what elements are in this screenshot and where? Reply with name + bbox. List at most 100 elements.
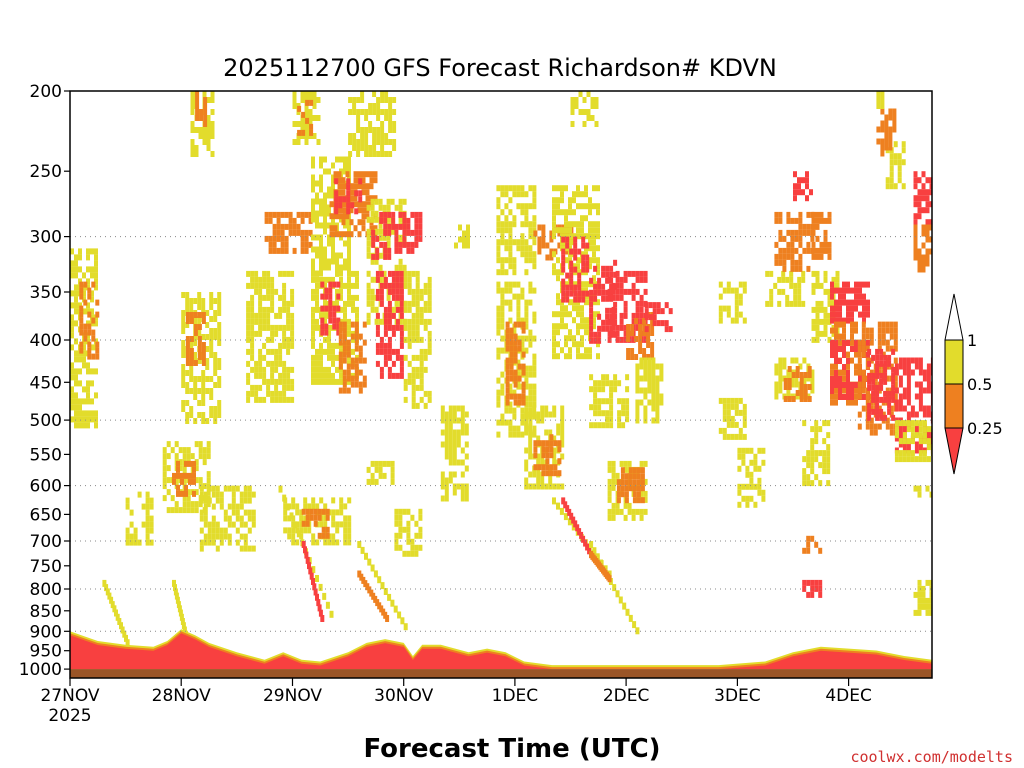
ri-cell: [580, 203, 584, 210]
ri-cell: [838, 305, 842, 312]
ri-cell: [509, 357, 514, 364]
ri-cell: [635, 369, 640, 376]
ri-cell: [288, 217, 293, 224]
ri-cell: [166, 489, 171, 496]
ri-cell: [319, 198, 323, 205]
ri-cell: [258, 312, 263, 319]
ri-cell: [913, 224, 918, 231]
ri-cell: [466, 224, 470, 231]
ri-cell: [371, 253, 376, 260]
ri-cell: [521, 393, 526, 400]
ri-cell: [350, 321, 355, 328]
ri-cell: [504, 185, 509, 192]
ri-cell: [496, 185, 501, 192]
ri-cell: [403, 306, 408, 313]
ri-cell: [331, 180, 335, 187]
ri-cell: [327, 234, 331, 241]
ri-cell: [227, 485, 232, 492]
ri-cell: [456, 441, 461, 448]
ri-cell: [278, 372, 283, 379]
ri-cell: [327, 330, 331, 337]
ri-cell: [914, 420, 919, 427]
ri-cell: [830, 346, 834, 352]
ri-cell: [880, 138, 885, 145]
ri-cell: [460, 459, 465, 466]
ri-cell: [552, 227, 556, 234]
ri-cell: [646, 354, 651, 360]
ri-cell: [189, 370, 194, 376]
ri-cell: [528, 371, 533, 378]
ri-cell: [496, 377, 501, 384]
ri-cell: [243, 485, 248, 492]
ri-cell: [605, 325, 610, 332]
ri-cell: [737, 483, 742, 490]
ri-cell: [311, 210, 315, 217]
ri-cell: [902, 423, 907, 430]
ri-cell: [403, 318, 408, 325]
ri-cell: [82, 356, 86, 363]
ri-cell: [913, 591, 918, 598]
ri-cell: [651, 375, 656, 382]
ri-cell: [615, 276, 620, 283]
ri-cell: [288, 223, 293, 230]
ri-cell: [866, 281, 870, 288]
ri-cell: [354, 190, 359, 197]
ri-streak-cell: [595, 553, 600, 561]
ri-cell: [369, 177, 374, 184]
ri-cell: [865, 327, 870, 334]
ri-cell: [201, 382, 206, 388]
ri-cell: [846, 376, 850, 382]
ri-cell: [898, 438, 903, 445]
ri-cell: [415, 372, 420, 379]
ri-cell: [560, 197, 564, 204]
ri-cell: [411, 300, 416, 307]
ri-cell: [532, 215, 537, 222]
ri-cell: [209, 352, 214, 358]
ri-cell: [572, 305, 576, 312]
ri-cell: [811, 270, 816, 277]
ri-cell: [866, 352, 870, 358]
ri-cell: [376, 133, 381, 139]
ri-cell: [341, 177, 346, 184]
ri-cell: [906, 357, 911, 364]
ri-cell: [609, 313, 614, 320]
ri-cell: [231, 491, 236, 498]
ri-cell: [184, 472, 188, 479]
ri-cell: [398, 514, 403, 521]
ri-region: [172, 460, 196, 497]
ri-cell: [867, 402, 872, 409]
ri-cell: [918, 369, 923, 376]
ri-cell: [630, 354, 635, 360]
ri-cell: [881, 321, 886, 328]
ri-cell: [560, 423, 565, 430]
ri-cell: [286, 306, 291, 313]
ri-cell: [319, 222, 323, 229]
ri-cell: [262, 312, 267, 319]
ri-cell: [871, 384, 876, 391]
ri-cell: [545, 254, 550, 261]
ri-cell: [615, 270, 620, 277]
ri-cell: [913, 254, 918, 261]
ri-cell: [802, 480, 807, 487]
ri-cell: [524, 269, 529, 276]
ri-region: [185, 312, 206, 366]
ri-cell: [798, 211, 803, 218]
ri-cell: [572, 317, 576, 324]
ri-cell: [811, 223, 816, 230]
ri-cell: [227, 539, 232, 546]
ri-cell: [331, 174, 335, 181]
ri-cell: [372, 127, 377, 133]
ri-cell: [308, 229, 313, 236]
ri-streak: [357, 570, 390, 622]
ri-cell: [456, 405, 461, 412]
ri-cell: [639, 270, 644, 277]
ri-cell: [379, 288, 384, 295]
ri-cell: [364, 109, 369, 115]
ri-streak-cell: [309, 572, 314, 580]
ri-cell: [270, 366, 275, 373]
ri-cell: [737, 447, 742, 454]
ri-cell: [524, 395, 529, 402]
ri-cell: [512, 263, 517, 270]
ri-cell: [601, 271, 606, 278]
ri-cell: [369, 171, 374, 178]
